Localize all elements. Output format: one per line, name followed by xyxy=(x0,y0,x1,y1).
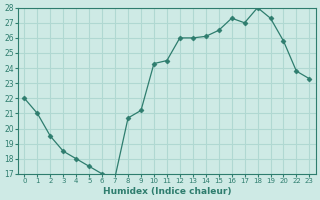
X-axis label: Humidex (Indice chaleur): Humidex (Indice chaleur) xyxy=(103,187,231,196)
